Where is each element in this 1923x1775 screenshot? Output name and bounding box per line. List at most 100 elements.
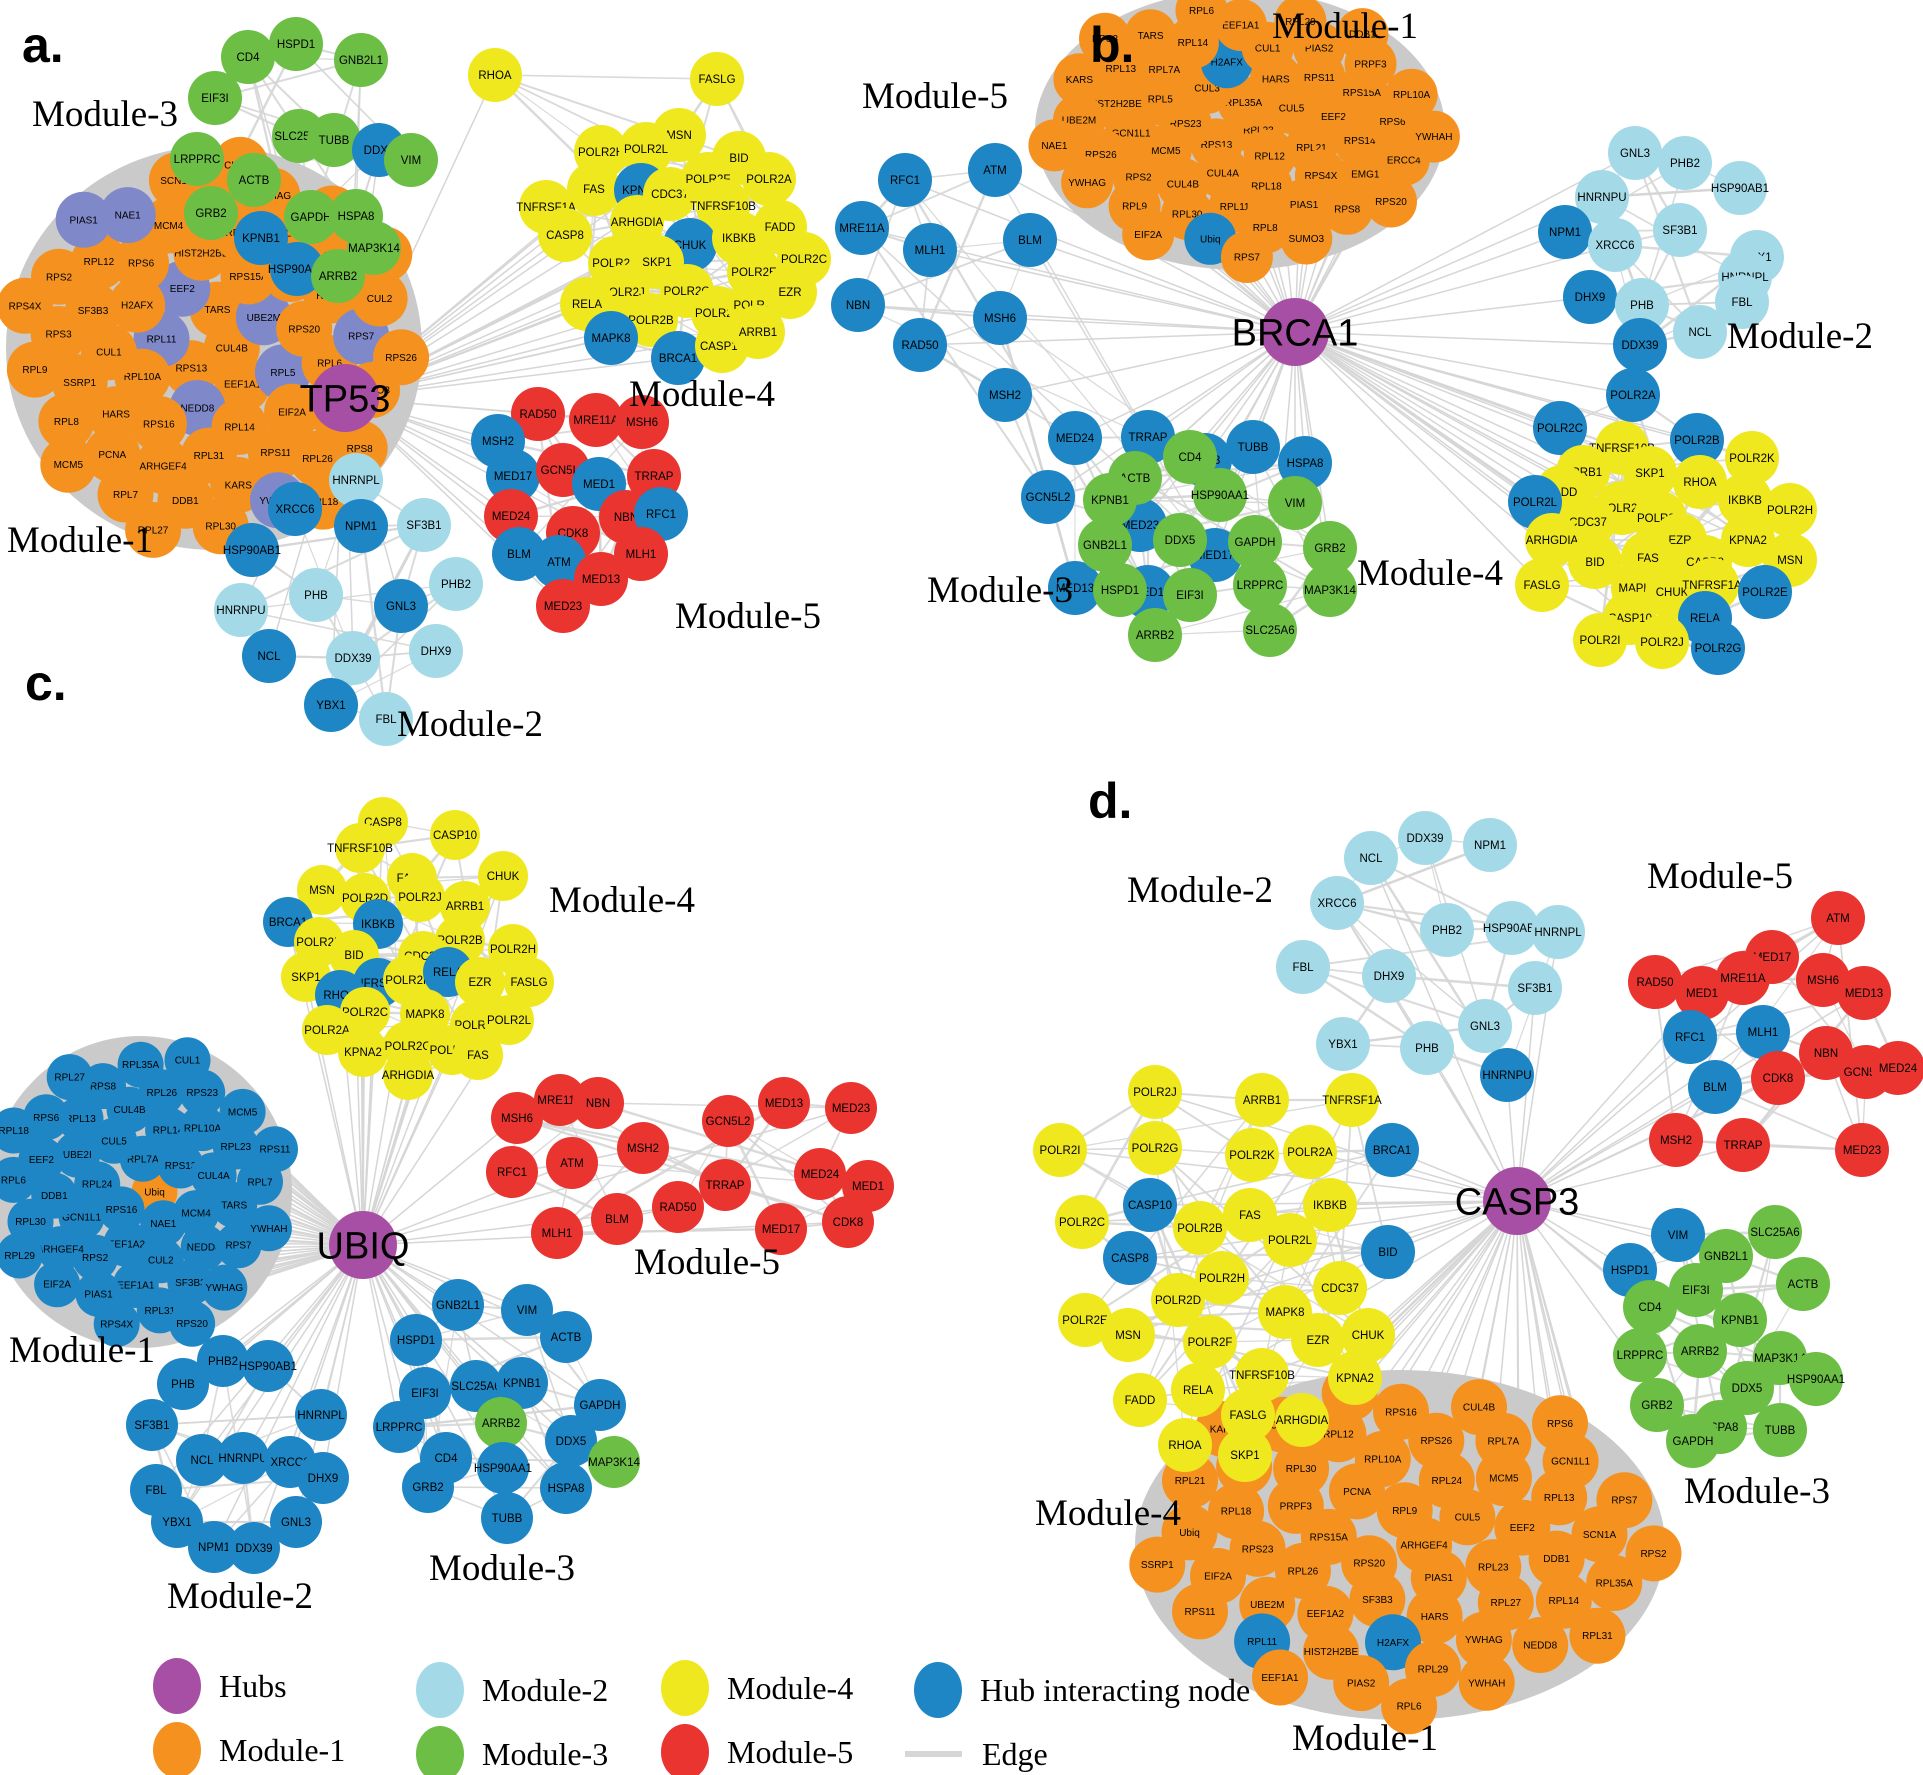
node — [374, 579, 428, 633]
node-label: GNL3 — [386, 601, 416, 613]
node-label: ATM — [560, 1158, 583, 1170]
node-label: POLR2I — [1040, 1145, 1081, 1157]
node-label: RFC1 — [646, 509, 676, 521]
node-label: SF3B3 — [78, 306, 109, 317]
node-label: RPL10A — [124, 372, 162, 383]
node — [1048, 411, 1102, 465]
node-label: MSN — [1115, 1330, 1141, 1342]
node-label: RPL10A — [1364, 1454, 1402, 1465]
node-label: RPS23 — [1242, 1544, 1274, 1555]
node-label: GCN5L2 — [706, 1116, 751, 1128]
node — [1630, 1378, 1684, 1432]
hub-label: BRCA1 — [1232, 312, 1359, 354]
node-label: RELA — [572, 299, 602, 311]
node-label: POLR2C — [342, 1007, 388, 1019]
node — [217, 1432, 269, 1484]
module-label: Module-1 — [1292, 1718, 1438, 1759]
node-label: PHB — [1415, 1043, 1439, 1055]
node-label: RPS6 — [128, 259, 155, 270]
node-label: ACTB — [551, 1332, 582, 1344]
node — [1608, 126, 1662, 180]
node — [1748, 1205, 1802, 1259]
node — [1535, 1572, 1592, 1629]
node — [1673, 305, 1727, 359]
node — [1569, 1607, 1626, 1664]
node — [1796, 953, 1850, 1007]
node — [1538, 205, 1592, 259]
node — [1173, 1201, 1227, 1255]
node-label: MSH2 — [989, 390, 1021, 402]
node — [1228, 515, 1282, 569]
node — [1061, 156, 1114, 209]
node-label: MRE11A — [1720, 973, 1765, 985]
node-label: RPL35A — [122, 1060, 160, 1071]
node-label: HSP90AB1 — [1483, 923, 1541, 935]
node-label: RPL5 — [270, 368, 295, 379]
legend-swatch-module3 — [416, 1726, 464, 1775]
node-label: RPL6 — [1189, 6, 1214, 17]
node-label: NPM1 — [198, 1542, 230, 1554]
node-label: GRB2 — [1314, 543, 1345, 555]
node — [1280, 212, 1333, 265]
node — [1568, 535, 1622, 589]
node — [1274, 0, 1327, 48]
node-label: MAP3K14 — [1304, 585, 1356, 597]
node — [429, 557, 483, 611]
node — [1533, 401, 1587, 455]
node-label: MED1 — [1686, 988, 1718, 1000]
node-label: NPM1 — [345, 521, 377, 533]
node — [1606, 368, 1660, 422]
node — [1407, 110, 1460, 163]
node — [1362, 949, 1416, 1003]
node-label: UBE2M — [1062, 116, 1096, 127]
node — [1193, 468, 1247, 522]
node-label: POLR2J — [1640, 637, 1683, 649]
node-label: PIAS1 — [84, 1289, 113, 1300]
node-label: ACTB — [1788, 1279, 1819, 1291]
legend-label: Hub interacting node — [980, 1672, 1250, 1708]
node — [755, 1203, 807, 1255]
node-label: MED24 — [1056, 433, 1095, 445]
node-label: MCM5 — [228, 1107, 258, 1118]
node-label: GNL3 — [1620, 148, 1650, 160]
node-label: RPS4X — [100, 1319, 133, 1330]
node — [651, 331, 705, 385]
node-label: RPS13 — [1201, 140, 1233, 151]
node-label: MED13 — [1845, 988, 1883, 1000]
node-label: HSPD1 — [277, 39, 315, 51]
node-label: GNL3 — [1470, 1021, 1500, 1033]
node — [326, 631, 380, 685]
node-label: SLC25A6 — [1245, 625, 1294, 637]
node — [1406, 1588, 1463, 1645]
node-label: MED13 — [765, 1098, 803, 1110]
node — [234, 211, 288, 265]
node-label: POLR2K — [1729, 453, 1775, 465]
edge — [727, 1120, 849, 1223]
node-label: FAS — [583, 184, 605, 196]
node-label: MED23 — [832, 1103, 870, 1115]
node — [1480, 1048, 1534, 1102]
node-label: CASP10 — [433, 830, 477, 842]
node-label: RPS16 — [143, 420, 175, 431]
node-label: HSP90AA1 — [474, 1463, 532, 1475]
node — [538, 208, 592, 262]
node-label: RPL23 — [1478, 1563, 1509, 1574]
node — [188, 1521, 240, 1573]
node — [1508, 961, 1562, 1015]
node-label: MCM5 — [1151, 146, 1181, 157]
node — [252, 1126, 298, 1173]
node-label: MSN — [309, 885, 335, 897]
node — [1658, 136, 1712, 190]
node-label: RPS2 — [46, 272, 73, 283]
node — [1175, 0, 1228, 37]
node — [491, 1092, 543, 1144]
node-label: RPS16 — [106, 1205, 138, 1216]
node — [1276, 940, 1330, 994]
node — [270, 242, 324, 296]
node — [1341, 1308, 1395, 1362]
node-label: PIAS2 — [1347, 1679, 1376, 1690]
hub-edge — [1516, 1086, 1716, 1202]
node — [1058, 1293, 1112, 1347]
node — [1751, 1051, 1805, 1105]
node-label: SSRP1 — [1141, 1560, 1174, 1571]
